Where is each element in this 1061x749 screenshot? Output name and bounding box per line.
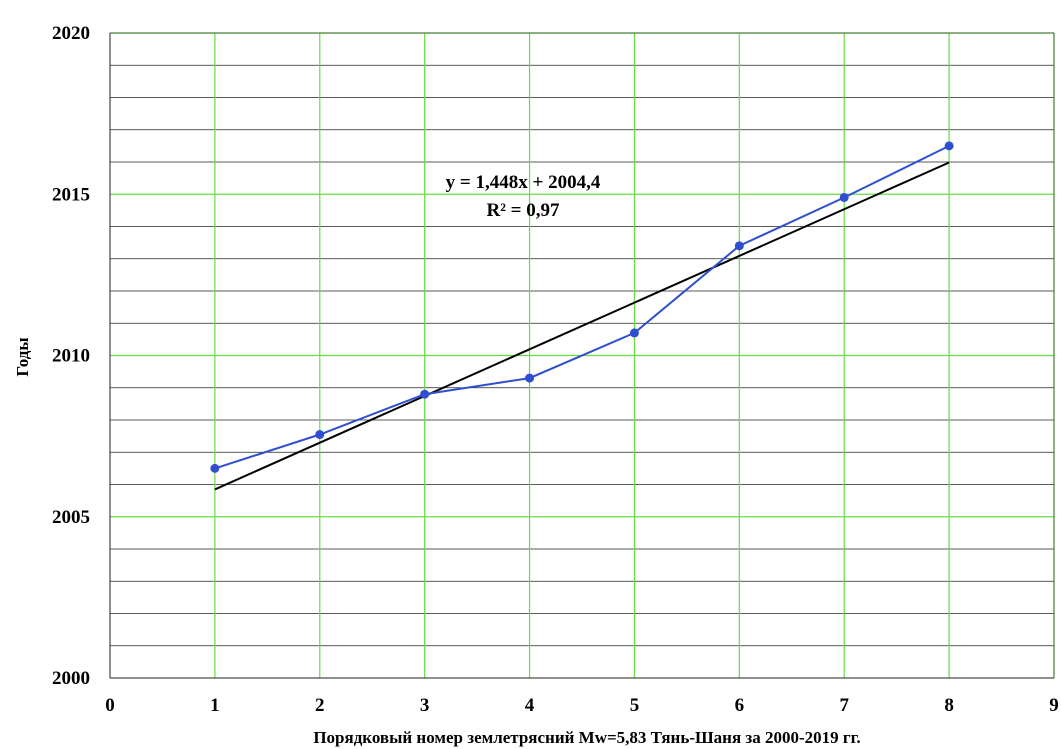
x-tick-label: 8 bbox=[944, 695, 954, 716]
x-tick-label: 4 bbox=[525, 695, 535, 716]
y-tick-label: 2020 bbox=[52, 23, 90, 44]
series-group bbox=[210, 141, 954, 473]
x-tick-labels: 0 1 2 3 4 5 6 7 8 9 bbox=[105, 695, 1059, 716]
x-tick-label: 6 bbox=[735, 695, 745, 716]
data-point-2 bbox=[315, 430, 325, 440]
y-axis-title: Годы bbox=[13, 337, 32, 376]
y-tick-label: 2010 bbox=[52, 346, 90, 367]
x-tick-label: 3 bbox=[420, 695, 430, 716]
x-tick-label: 5 bbox=[630, 695, 640, 716]
x-tick-label: 9 bbox=[1049, 695, 1059, 716]
data-point-4 bbox=[525, 373, 535, 383]
x-tick-label: 1 bbox=[210, 695, 220, 716]
x-axis-title: Порядковый номер землетрясний Mw=5,83 Тя… bbox=[313, 728, 860, 747]
y-tick-label: 2000 bbox=[52, 668, 90, 689]
plot-area-frame bbox=[109, 32, 1055, 679]
data-point-7 bbox=[839, 192, 849, 202]
data-point-1 bbox=[210, 463, 220, 473]
trendline bbox=[214, 161, 950, 491]
data-point-5 bbox=[629, 328, 639, 338]
trendline-group bbox=[214, 161, 950, 491]
series-line bbox=[214, 145, 950, 470]
data-point-6 bbox=[734, 241, 744, 251]
data-point-3 bbox=[420, 389, 430, 399]
x-tick-label: 0 bbox=[105, 695, 115, 716]
trendline-r2: R² = 0,97 bbox=[487, 200, 560, 221]
y-tick-labels: 2000 2005 2010 2015 2020 bbox=[52, 23, 90, 689]
x-tick-label: 2 bbox=[315, 695, 325, 716]
x-tick-label: 7 bbox=[839, 695, 849, 716]
y-tick-label: 2005 bbox=[52, 507, 90, 528]
y-tick-label: 2015 bbox=[52, 184, 90, 205]
data-point-8 bbox=[944, 141, 954, 151]
trendline-equation: y = 1,448x + 2004,4 bbox=[446, 172, 601, 193]
